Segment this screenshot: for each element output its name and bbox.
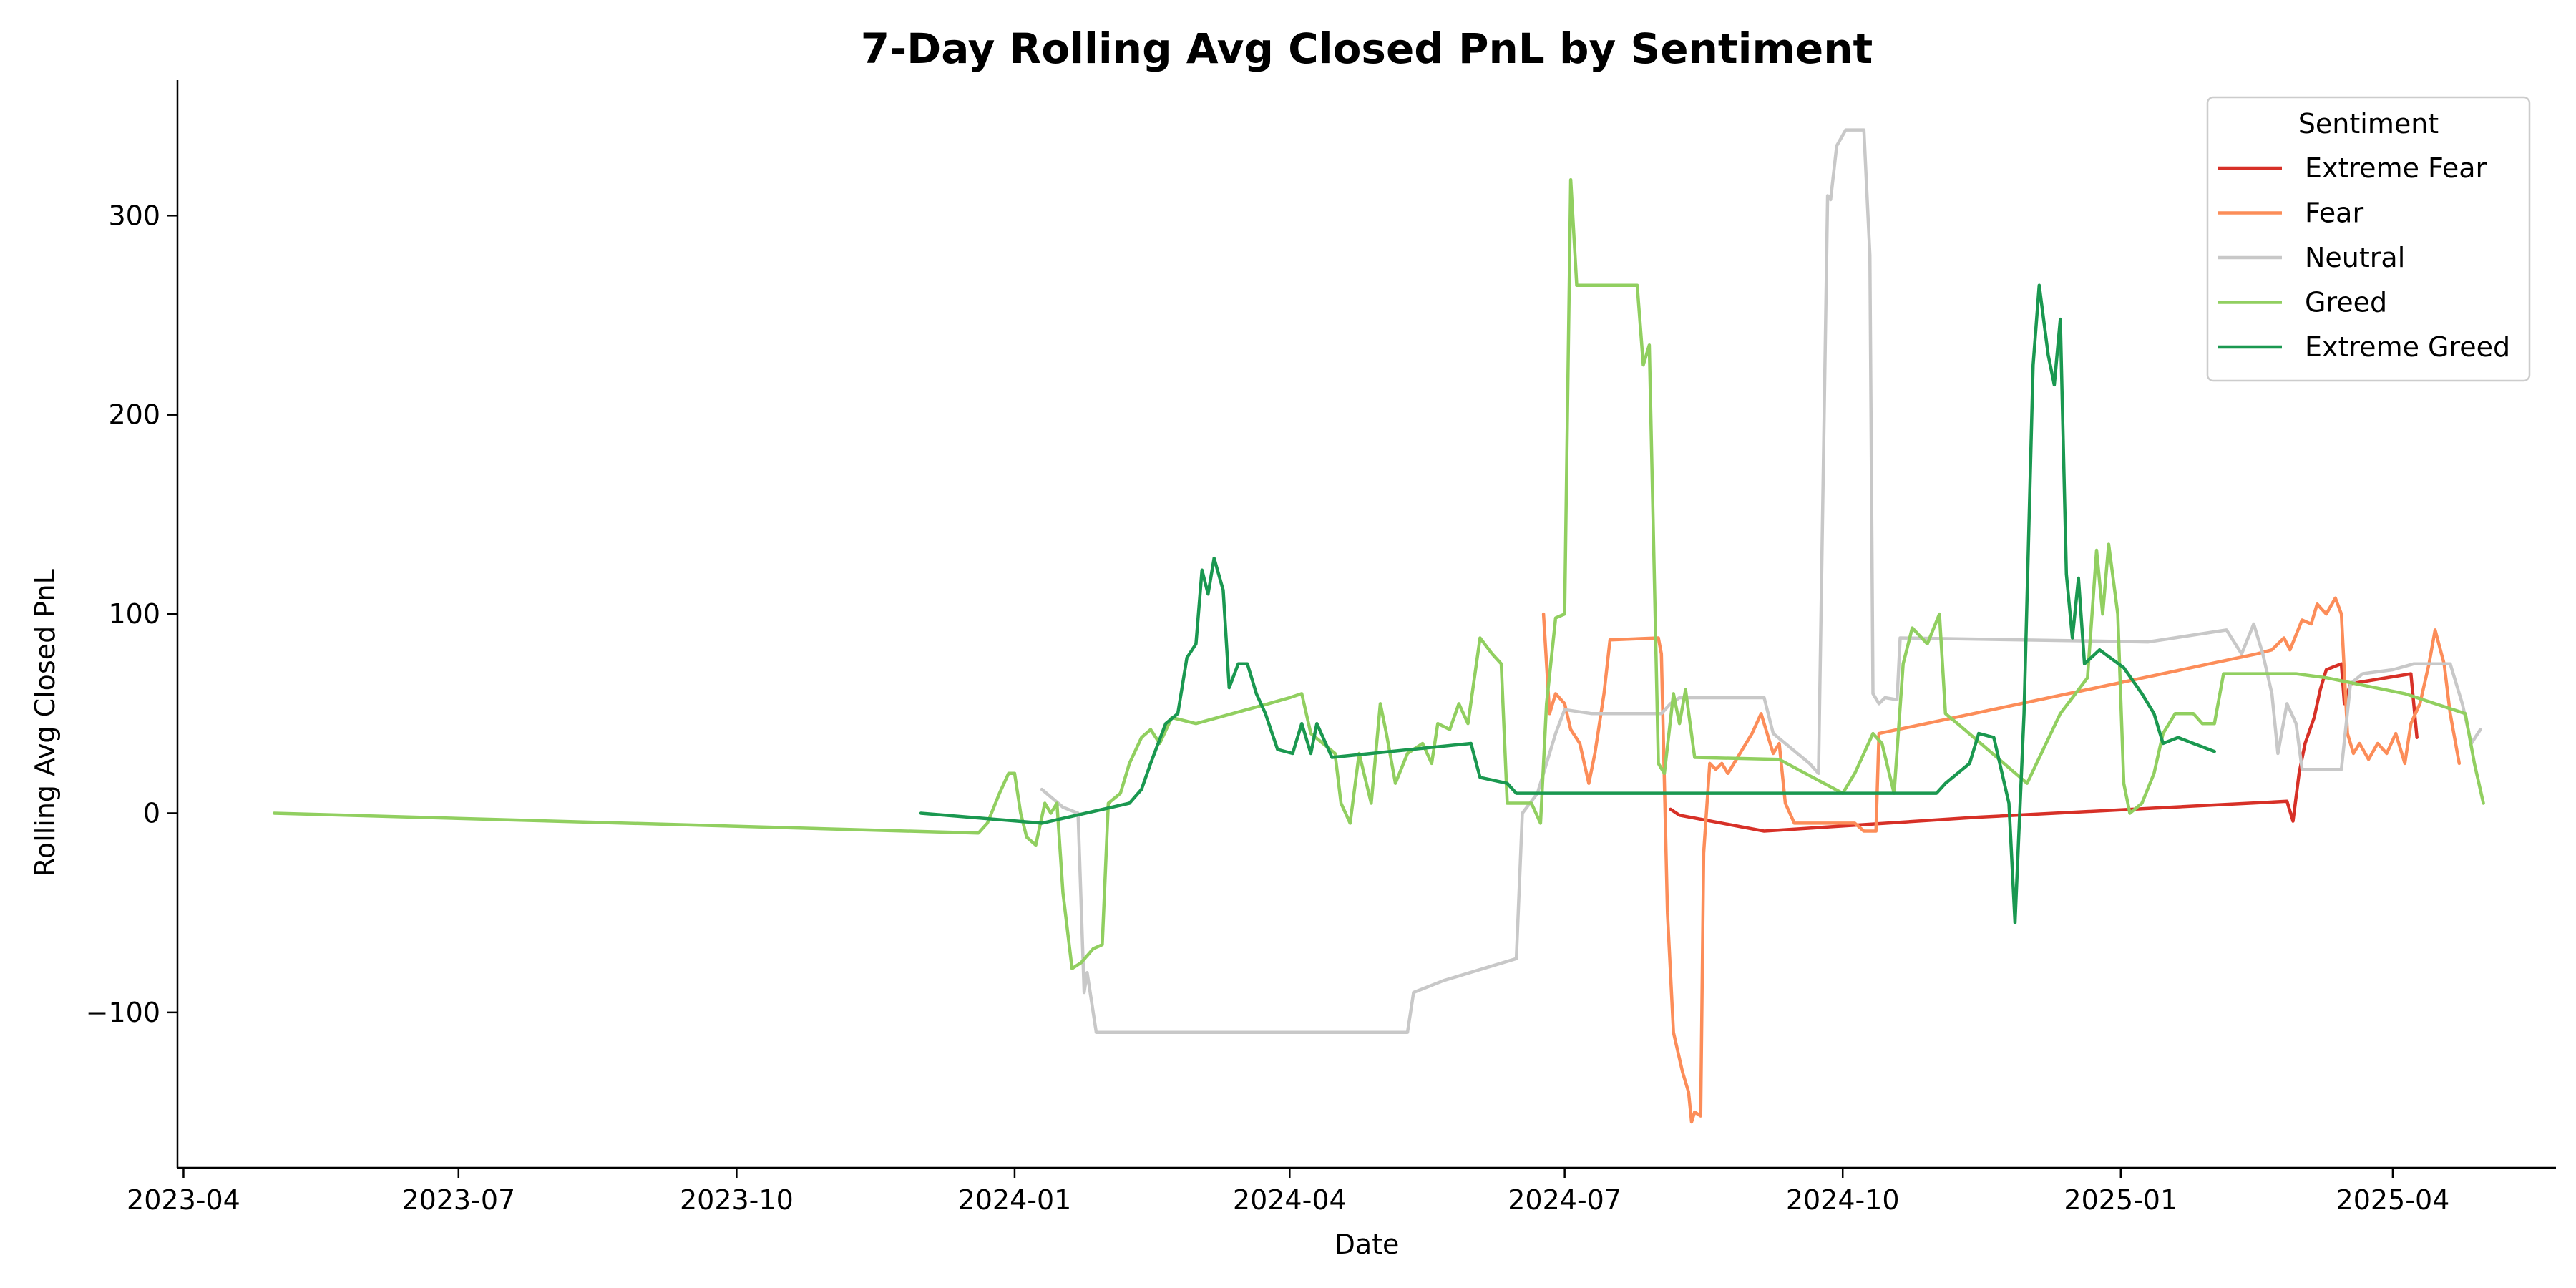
x-tick-label: 2024-07 [1508,1184,1621,1216]
legend: Sentiment Extreme Fear Fear Neutral Greed Ext… [2206,96,2531,382]
y-tick-label: 300 [108,200,160,231]
y-tick-label: −100 [86,997,160,1028]
axes: 2023-04 2023-07 2023-10 2024-01 2024-04 2024-… [86,80,2556,1216]
x-tick-label: 2024-01 [958,1184,1072,1216]
legend-label: Extreme Greed [2305,331,2510,363]
x-tick-label: 2023-10 [680,1184,794,1216]
x-tick-label: 2024-04 [1233,1184,1347,1216]
x-tick-label: 2025-01 [2064,1184,2177,1216]
x-axis-title: Date [1335,1229,1400,1260]
series-line-extreme-greed [919,283,2216,924]
series-line-neutral [1040,128,2482,1034]
legend-label: Extreme Fear [2305,152,2487,184]
chart-title: 7-Day Rolling Avg Closed PnL by Sentimen… [861,24,1873,73]
x-tick-label: 2023-04 [127,1184,240,1216]
plot-area [272,128,2485,1124]
x-tick-label: 2024-10 [1786,1184,1900,1216]
y-axis-title: Rolling Avg Closed PnL [29,569,61,877]
series-line-greed [272,177,2485,970]
x-tick-label: 2025-04 [2336,1184,2450,1216]
series-line-extreme-fear [1669,662,2419,833]
legend-box [2206,96,2531,382]
y-tick-label: 100 [108,598,160,630]
legend-label: Neutral [2305,242,2405,273]
series-line-fear [1541,596,2462,1124]
legend-label: Greed [2305,287,2387,318]
y-tick-label: 200 [108,399,160,431]
x-tick-label: 2023-07 [401,1184,515,1216]
y-tick-label: 0 [143,797,160,829]
legend-label: Fear [2305,197,2363,229]
legend-title: Sentiment [2298,108,2439,140]
